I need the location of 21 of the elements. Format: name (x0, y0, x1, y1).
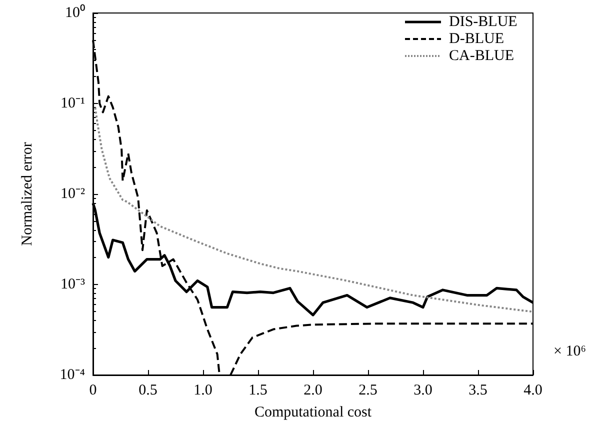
x-tick-label: 0 (89, 382, 97, 398)
x-tick-label: 3.5 (468, 382, 488, 398)
legend-label: CA-BLUE (449, 48, 514, 64)
line-series (94, 106, 534, 313)
y-tick-label: 10⁻³ (60, 276, 86, 292)
y-axis-title: Normalized error (20, 142, 36, 246)
x-axis-title: Computational cost (254, 404, 372, 420)
text: × 10⁶ (554, 344, 586, 360)
x-tick-label: 1.0 (194, 382, 212, 398)
legend-label: DIS-BLUE (449, 14, 518, 30)
x-tick-label: 1.5 (248, 382, 268, 398)
x-tick-label: 3.0 (414, 382, 432, 398)
x-tick-label: 0.5 (138, 382, 158, 398)
y-tick-label: 10⁻² (60, 186, 86, 202)
x-tick-label: 2.0 (304, 382, 322, 398)
x-tick-label: 2.5 (358, 382, 378, 398)
legend-label: D-BLUE (449, 31, 504, 47)
y-tick-label: 10⁰ (65, 4, 85, 21)
x-tick-label: 4.0 (524, 382, 542, 398)
y-tick-label: 10⁻¹ (60, 96, 85, 112)
y-tick-label: 10⁻⁴ (60, 367, 85, 383)
